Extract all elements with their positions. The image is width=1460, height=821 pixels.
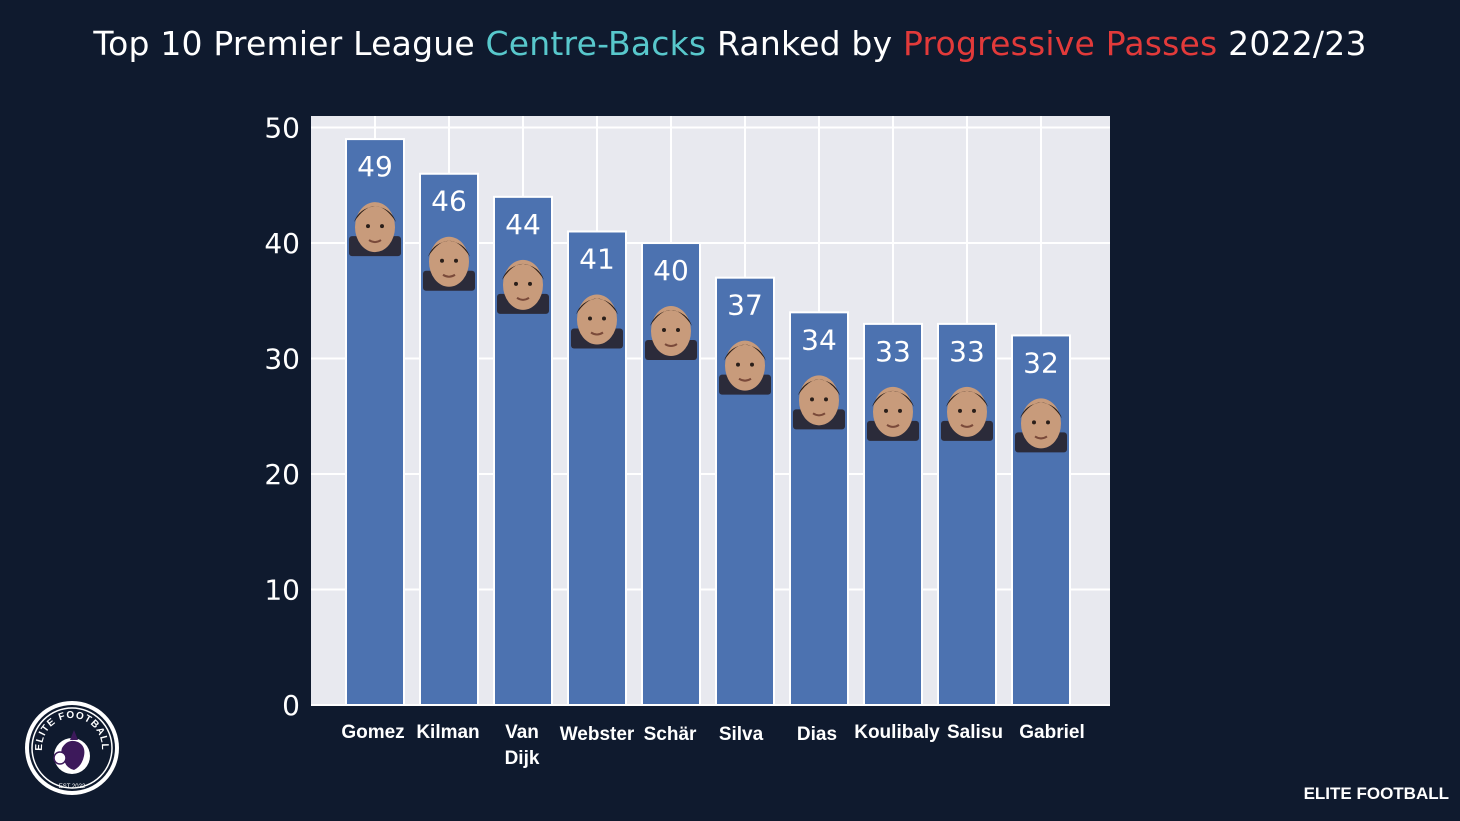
player-photo-icon xyxy=(645,306,697,361)
x-axis-labels: Gomez Kilman Van Dijk Webster Schär Silva Dias K… xyxy=(341,722,1084,769)
bar-value-label: 41 xyxy=(579,242,615,275)
y-tick-label: 0 xyxy=(282,689,300,722)
player-photo-icon xyxy=(571,294,623,349)
player-photo-icon xyxy=(1015,398,1067,453)
player-photo-icon xyxy=(423,236,475,291)
bar-dias xyxy=(789,311,849,706)
bar-value-label: 34 xyxy=(801,323,837,356)
x-tick-label: Salisu xyxy=(947,722,1003,743)
x-tick-label: Gabriel xyxy=(1019,722,1084,743)
bar-value-label: 32 xyxy=(1023,346,1059,379)
bar-gabriel xyxy=(1011,334,1071,706)
title-part-centre-backs: Centre-Backs xyxy=(485,24,707,63)
bar-value-label: 46 xyxy=(431,185,467,218)
y-tick-label: 50 xyxy=(264,112,300,145)
elite-football-logo: ELITE FOOTBALL EST 2022 xyxy=(25,701,119,795)
logo-est-text: EST 2022 xyxy=(59,784,86,790)
player-photo-icon xyxy=(867,386,919,441)
title-part-1: Top 10 Premier League xyxy=(93,24,486,63)
bar-koulibaly xyxy=(863,322,923,706)
bar-value-label: 44 xyxy=(505,208,541,241)
player-photo-icon xyxy=(941,386,993,441)
y-tick-label: 40 xyxy=(264,227,300,260)
y-tick-label: 30 xyxy=(264,343,300,376)
bars-group: 49 46 44 41 40 37 34 33 33 32 xyxy=(345,138,1071,707)
bar-value-label: 33 xyxy=(875,335,911,368)
player-photo-icon xyxy=(719,340,771,395)
title-part-3: Ranked by xyxy=(706,24,903,63)
bar-value-label: 40 xyxy=(653,254,689,287)
player-photo-icon xyxy=(497,259,549,314)
bar-value-label: 33 xyxy=(949,335,985,368)
chart-title: Top 10 Premier League Centre-Backs Ranke… xyxy=(0,24,1460,63)
player-photo-icon xyxy=(793,375,845,430)
y-tick-label: 20 xyxy=(264,458,300,491)
x-tick-label: Silva xyxy=(719,724,764,745)
brand-watermark: ELITE FOOTBALL xyxy=(1303,784,1449,803)
x-tick-label: Kilman xyxy=(416,722,479,743)
y-tick-label: 10 xyxy=(264,574,300,607)
player-photo-icon xyxy=(349,202,401,257)
bar-salisu xyxy=(937,322,997,706)
x-tick-label: Dias xyxy=(797,724,837,745)
y-axis-ticks: 0 10 20 30 40 50 xyxy=(264,112,300,722)
x-tick-label: Van Dijk xyxy=(505,722,540,769)
title-part-season: 2022/23 xyxy=(1217,24,1367,63)
title-part-progressive-passes: Progressive Passes xyxy=(903,24,1218,63)
x-tick-label: Gomez xyxy=(341,722,404,743)
x-tick-label: Koulibaly xyxy=(854,722,940,743)
bar-value-label: 37 xyxy=(727,289,763,322)
bar-value-label: 49 xyxy=(357,150,393,183)
x-tick-label: Schär xyxy=(644,724,697,745)
lion-crest-icon xyxy=(53,730,90,774)
x-tick-label: Webster xyxy=(560,724,635,745)
